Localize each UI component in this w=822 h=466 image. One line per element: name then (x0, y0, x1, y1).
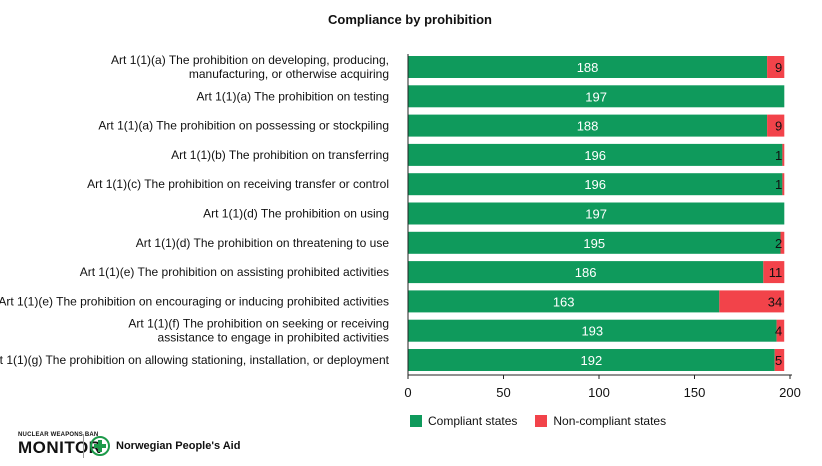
data-label-compliant: 188 (577, 119, 599, 134)
data-label-compliant: 196 (584, 148, 606, 163)
category-label-line: manufacturing, or otherwise acquiring (189, 67, 389, 81)
bar-compliant (408, 231, 781, 254)
bar-noncompliant (774, 349, 785, 371)
bar-compliant (408, 319, 777, 342)
data-label-compliant: 192 (581, 353, 603, 368)
category-label: Art 1(1)(d) The prohibition on using (203, 207, 389, 221)
bar-compliant (408, 56, 768, 78)
data-label-compliant: 196 (584, 177, 606, 192)
bar-compliant (408, 173, 783, 196)
category-label-line: Art 1(1)(a) The prohibition on developin… (111, 53, 389, 67)
category-label-line: Art 1(1)(d) The prohibition on threateni… (136, 236, 390, 250)
category-label: Art 1(1)(e) The prohibition on assisting… (80, 265, 389, 279)
x-axis: 0 50 100 150 200 (404, 54, 801, 400)
legend-item-noncompliant: Non-compliant states (535, 414, 666, 428)
category-label-line: Art 1(1)(d) The prohibition on using (203, 207, 389, 221)
monitor-logo-title: MONITOR (18, 438, 102, 457)
category-label: Art 1(1)(d) The prohibition on threateni… (136, 236, 390, 250)
legend-label-compliant: Compliant states (428, 414, 518, 428)
bar-compliant (408, 290, 720, 313)
data-label-noncompliant: 9 (775, 60, 782, 75)
category-label-line: Art 1(1)(b) The prohibition on transferr… (171, 148, 389, 162)
category-label-line: Art 1(1)(a) The prohibition on possessin… (98, 119, 389, 133)
bar-compliant (408, 85, 785, 108)
data-label-compliant: 163 (553, 294, 575, 309)
category-label: Art 1(1)(g) The prohibition on allowing … (0, 353, 390, 367)
data-label-noncompliant: 34 (768, 294, 782, 309)
bar-noncompliant (776, 319, 785, 342)
bar-noncompliant (780, 231, 785, 254)
category-label: Art 1(1)(b) The prohibition on transferr… (171, 148, 389, 162)
category-label-line: Art 1(1)(f) The prohibition on seeking o… (128, 317, 389, 331)
legend: Compliant states Non-compliant states (410, 414, 666, 428)
chart-title: Compliance by prohibition (328, 12, 492, 27)
bar-noncompliant (782, 173, 785, 196)
data-label-noncompliant: 5 (775, 353, 782, 368)
category-label-line: Art 1(1)(e) The prohibition on assisting… (80, 265, 389, 279)
legend-swatch-compliant (410, 415, 422, 427)
data-label-noncompliant: 2 (775, 236, 782, 251)
data-label-noncompliant: 9 (775, 119, 782, 134)
bar-noncompliant (763, 261, 785, 284)
category-label: Art 1(1)(a) The prohibition on testing (196, 89, 389, 103)
category-label: Art 1(1)(e) The prohibition on encouragi… (0, 294, 389, 308)
plot-area: Art 1(1)(a) The prohibition on developin… (0, 53, 785, 371)
data-label-noncompliant: 1 (775, 177, 782, 192)
data-label-noncompliant: 4 (775, 324, 782, 339)
category-label-line: Art 1(1)(e) The prohibition on encouragi… (0, 294, 389, 308)
bar-noncompliant (719, 290, 785, 313)
legend-item-compliant: Compliant states (410, 414, 517, 428)
category-label: Art 1(1)(a) The prohibition on developin… (111, 53, 389, 81)
bar-compliant (408, 114, 768, 137)
category-label: Art 1(1)(c) The prohibition on receiving… (87, 177, 389, 191)
legend-swatch-noncompliant (535, 415, 548, 427)
bar-compliant (408, 202, 785, 225)
monitor-logo: NUCLEAR WEAPONS BAN MONITOR (18, 432, 101, 456)
data-label-compliant: 195 (583, 236, 605, 251)
x-tick-label: 150 (684, 385, 706, 400)
x-tick-label: 100 (588, 385, 610, 400)
data-label-compliant: 193 (581, 324, 603, 339)
category-label: Art 1(1)(f) The prohibition on seeking o… (128, 317, 389, 345)
npa-logo: Norwegian People's Aid (90, 436, 240, 456)
data-label-compliant: 197 (585, 207, 607, 222)
bar-noncompliant (767, 56, 785, 78)
logo-divider (83, 434, 84, 458)
bar-noncompliant (767, 114, 785, 137)
data-label-compliant: 197 (585, 89, 607, 104)
data-label-compliant: 188 (577, 60, 599, 75)
category-label-line: assistance to engage in prohibited activ… (158, 331, 389, 345)
bar-compliant (408, 349, 775, 371)
category-label: Art 1(1)(a) The prohibition on possessin… (98, 119, 389, 133)
npa-cross-icon (90, 436, 110, 456)
category-label-line: Art 1(1)(c) The prohibition on receiving… (87, 177, 389, 191)
monitor-logo-subtitle: NUCLEAR WEAPONS BAN (18, 432, 99, 438)
x-tick-label: 0 (404, 385, 411, 400)
x-tick-label: 200 (779, 385, 801, 400)
data-label-compliant: 186 (575, 265, 597, 280)
data-label-noncompliant: 1 (775, 148, 782, 163)
npa-logo-text: Norwegian People's Aid (116, 440, 241, 452)
x-tick-label: 50 (496, 385, 510, 400)
data-label-noncompliant: 11 (769, 265, 783, 280)
category-label-line: Art 1(1)(a) The prohibition on testing (196, 89, 389, 103)
bar-compliant (408, 143, 783, 166)
category-label-line: Art 1(1)(g) The prohibition on allowing … (0, 353, 390, 367)
bar-compliant (408, 261, 764, 284)
legend-label-noncompliant: Non-compliant states (553, 414, 667, 428)
bar-noncompliant (782, 143, 785, 166)
